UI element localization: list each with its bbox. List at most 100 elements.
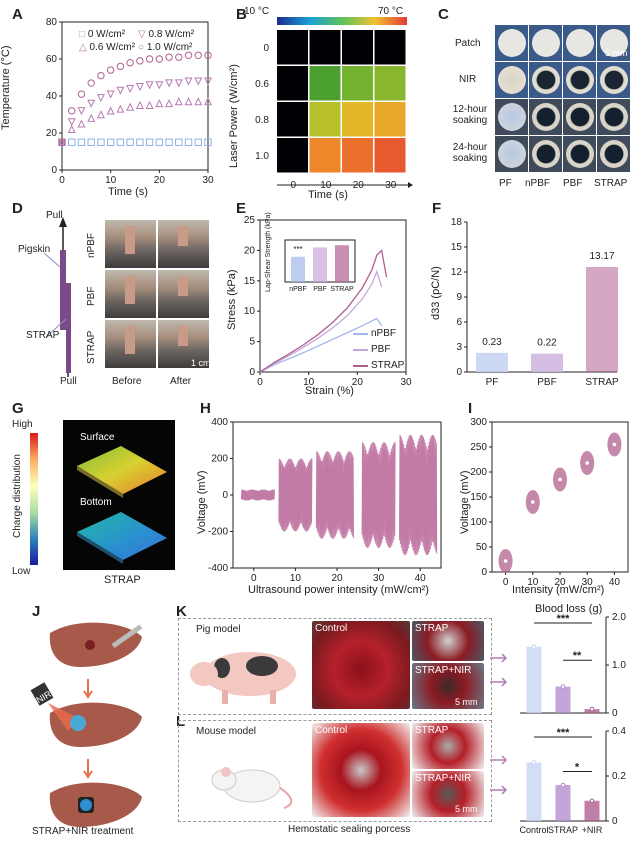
a-point-2-4 <box>96 94 105 103</box>
f-ytick-label: 3 <box>456 342 462 353</box>
e-line-STRAP <box>259 249 388 373</box>
a-point-0-4 <box>97 138 105 146</box>
f-ytick-label: 12 <box>451 267 463 278</box>
c-cell-0-0 <box>495 25 528 61</box>
f-ytick-label: 6 <box>456 317 462 328</box>
l-bar-Control <box>526 762 542 821</box>
c-patch-1-2 <box>566 66 594 94</box>
e-xtick-label: 20 <box>352 377 364 388</box>
mouse-control-label: Control <box>315 725 348 736</box>
a-point-2-14 <box>194 77 203 86</box>
d-photo-2-1 <box>158 320 209 368</box>
a-point-0-2 <box>77 138 86 146</box>
b-cell-3-1 <box>309 138 341 173</box>
a-point-0-15 <box>204 138 212 146</box>
a-xtick-label: 0 <box>59 175 65 186</box>
pig-model-label: Pig model <box>196 624 241 635</box>
e-ytick-label: 20 <box>244 245 256 256</box>
a-point-2-6 <box>116 86 125 95</box>
pig-illustration <box>190 652 296 704</box>
e-ytick-label: 0 <box>249 367 255 378</box>
a-point-3-4 <box>97 71 105 80</box>
l-cat-label: Control <box>519 825 548 835</box>
pig-strap-photo <box>412 621 484 661</box>
a-ytick-label: 20 <box>46 128 58 139</box>
c-patch-1-3 <box>600 66 628 94</box>
mouse-strap-nir-photo <box>412 771 484 817</box>
charge-high-label: High <box>12 419 33 430</box>
l-bar-point-Control <box>531 760 537 765</box>
a-ytick-label: 0 <box>51 165 57 176</box>
c-patch-3-0 <box>498 140 526 168</box>
colorbar-min-b: 10 °C <box>244 6 270 17</box>
c-patch-2-2 <box>566 103 594 131</box>
col-label-c-pbf: PBF <box>563 178 583 189</box>
d-sample-1-0 <box>125 276 135 304</box>
charge-axis-label: Charge distribution <box>12 454 23 538</box>
a-point-0-13 <box>184 138 193 146</box>
a-point-0-12 <box>175 138 183 146</box>
xlabel-b: Time (s) <box>308 189 348 201</box>
f-data-label: 13.17 <box>589 251 614 262</box>
a-point-1-4 <box>96 110 105 119</box>
h-segment-3 <box>361 442 396 548</box>
b-row-label: 0.6 <box>255 79 269 90</box>
legend-e-npbf: nPBF <box>371 328 397 339</box>
xlabel-e: Strain (%) <box>305 385 354 397</box>
a-point-0-9 <box>145 138 154 146</box>
i-ytick-label: 200 <box>470 467 487 478</box>
a-point-2-13 <box>184 77 193 86</box>
c-cell-0-3 <box>597 25 630 61</box>
a-ytick-label: 40 <box>46 91 58 102</box>
c-patch-3-2 <box>566 140 594 168</box>
l-ytick-label: 0 <box>612 816 618 827</box>
d-sample-0-1 <box>178 226 188 246</box>
legend-a-10w: ○ 1.0 W/cm² <box>138 42 193 53</box>
c-patch-0-1 <box>532 29 560 57</box>
b-row-label: 1.0 <box>255 151 269 162</box>
panel-letter-h: H <box>200 400 211 417</box>
c-patch-1-0 <box>498 66 526 94</box>
c-cell-1-3 <box>597 62 630 98</box>
k-bar-point-+NIR <box>589 706 595 712</box>
charge-colorbar <box>30 433 38 565</box>
h-ytick-label: 200 <box>211 454 228 465</box>
f-ytick-label: 18 <box>451 217 463 228</box>
c-cell-0-1 <box>529 25 562 61</box>
i-ytick-label: 0 <box>481 567 487 578</box>
e-ytick-label: 25 <box>244 215 256 226</box>
i-point-4 <box>612 442 617 447</box>
f-ytick-label: 0 <box>456 367 462 378</box>
surface-label: Surface <box>80 432 115 443</box>
caption-j: STRAP+NIR treatment <box>32 826 134 837</box>
xlabel-a: Time (s) <box>108 186 148 198</box>
c-cell-1-2 <box>563 62 596 98</box>
d-photo-0-0 <box>105 220 156 268</box>
pig-strap-label: STRAP <box>415 623 449 634</box>
c-cell-3-2 <box>563 136 596 172</box>
panel-l-box <box>178 720 492 822</box>
c-cell-2-1 <box>529 99 562 135</box>
i-ytick-label: 150 <box>470 492 487 503</box>
mouse-strap-nir-label: STRAP+NIR <box>415 773 472 784</box>
f-data-label: 0.22 <box>537 338 557 349</box>
c-cell-1-0 <box>495 62 528 98</box>
e-frame <box>259 219 407 373</box>
i-xtick-label: 40 <box>609 577 621 588</box>
heatmap-b: 00.60.81.00102030 <box>255 17 413 191</box>
f-ytick-label: 15 <box>451 242 463 253</box>
d-photo-0-1 <box>158 220 209 268</box>
c-cell-3-1 <box>529 136 562 172</box>
a-point-3-1 <box>68 107 76 115</box>
l-bar-point-+NIR <box>589 798 595 804</box>
a-point-2-3 <box>87 99 96 108</box>
chart-i: 0 10 20 30 40 0 50 100 150 200 250 300 <box>470 417 629 588</box>
d-sample-0-0 <box>125 226 135 254</box>
e-inset-cat: PBF <box>313 286 327 293</box>
a-point-0-10 <box>155 138 164 146</box>
a-point-3-6 <box>116 62 125 71</box>
panel-letter-c: C <box>438 6 449 23</box>
col-label-d-after: After <box>170 376 192 387</box>
scale-k: 5 mm <box>455 697 478 707</box>
b-cell-3-2 <box>342 138 373 173</box>
